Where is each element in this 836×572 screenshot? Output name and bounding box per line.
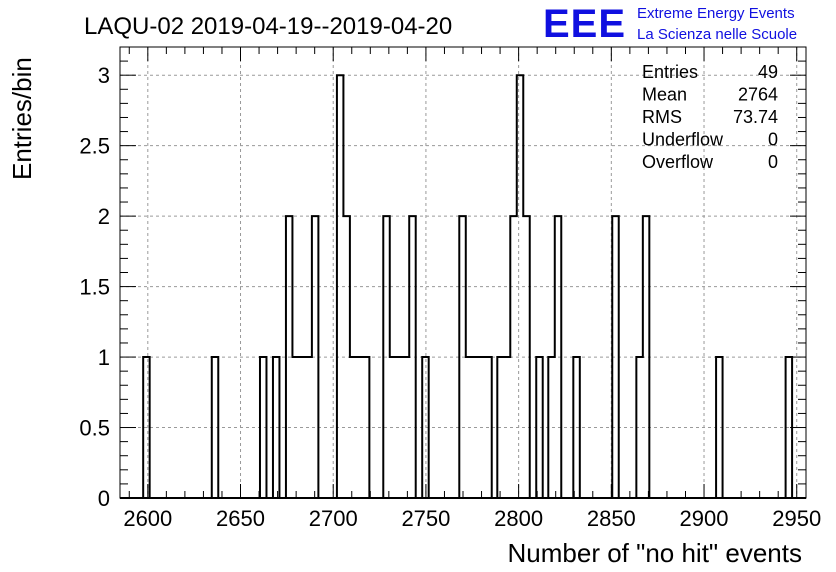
histogram-bin <box>260 357 266 498</box>
histogram-bin <box>292 357 298 498</box>
histogram-bin <box>485 357 491 498</box>
histogram-bin <box>273 357 279 498</box>
histogram-bin <box>299 357 305 498</box>
x-tick-label: 2800 <box>494 506 543 531</box>
grid-lines <box>120 47 806 498</box>
histogram-bin <box>383 216 389 498</box>
histogram-bin <box>716 357 722 498</box>
x-tick-label: 2750 <box>401 506 450 531</box>
eee-logo: EEE Extreme Energy Events La Scienza nel… <box>543 2 797 46</box>
histogram-bin <box>523 216 529 498</box>
histogram-bin <box>459 216 465 498</box>
y-axis-label: Entries/bin <box>7 57 37 180</box>
y-tick-label: 2 <box>98 204 110 229</box>
histogram-bin <box>555 216 561 498</box>
histogram-bin <box>548 357 554 498</box>
histogram-bin <box>517 75 523 498</box>
statistics-box: Entries 49 Mean 2764 RMS 73.74 Underflow 0 Overf… <box>642 62 778 172</box>
histogram-bin <box>350 357 356 498</box>
histogram-bin <box>472 357 478 498</box>
stats-label: Underflow <box>642 130 724 150</box>
histogram-bin <box>363 357 369 498</box>
stats-value: 2764 <box>738 85 778 105</box>
histogram-bin <box>536 357 542 498</box>
stats-value: 0 <box>768 152 778 172</box>
histogram-bin <box>212 357 218 498</box>
histogram-outline <box>120 74 806 499</box>
histogram-bin <box>305 357 311 498</box>
stats-value: 73.74 <box>733 107 778 127</box>
y-tick-label: 2.5 <box>79 134 110 159</box>
histogram-bin <box>343 216 349 498</box>
chart-title: LAQU-02 2019-04-19--2019-04-20 <box>84 13 452 40</box>
logo-line-2: La Scienza nelle Scuole <box>637 26 797 43</box>
histogram-bin <box>390 357 396 498</box>
y-tick-label: 1.5 <box>79 275 110 300</box>
histogram-bin <box>286 216 292 498</box>
histogram-bin <box>573 357 579 498</box>
x-tick-label: 2600 <box>123 506 172 531</box>
histogram-bin <box>337 75 343 498</box>
stats-label: Mean <box>642 85 687 105</box>
stats-value: 0 <box>768 130 778 150</box>
histogram-bin <box>636 357 642 498</box>
histogram-bin <box>504 357 510 498</box>
y-axis: 0 0.5 1 1.5 2 2.5 3 <box>79 46 806 511</box>
histogram-bin <box>466 357 472 498</box>
logo-mark: EEE <box>543 2 626 46</box>
histogram-bin <box>403 357 409 498</box>
y-tick-label: 3 <box>98 63 110 88</box>
stats-label: Entries <box>642 62 698 82</box>
histogram-bin <box>479 357 485 498</box>
x-tick-label: 2900 <box>680 506 729 531</box>
histogram-bin <box>312 216 318 498</box>
y-tick-label: 1 <box>98 345 110 370</box>
x-tick-label: 2950 <box>772 506 821 531</box>
histogram-bin <box>612 216 618 498</box>
histogram-bin <box>396 357 402 498</box>
stats-value: 49 <box>758 62 778 82</box>
histogram-bin <box>143 357 149 498</box>
stats-label: RMS <box>642 107 682 127</box>
histogram-bin <box>409 216 415 498</box>
x-tick-label: 2700 <box>309 506 358 531</box>
y-tick-label: 0 <box>98 486 110 511</box>
logo-line-1: Extreme Energy Events <box>637 5 795 22</box>
x-tick-label: 2850 <box>587 506 636 531</box>
histogram-bin <box>422 357 428 498</box>
x-tick-label: 2650 <box>216 506 265 531</box>
x-axis-label: Number of "no hit" events <box>508 538 803 568</box>
stats-label: Overflow <box>642 152 714 172</box>
histogram-bin <box>510 216 516 498</box>
histogram-bin <box>497 357 503 498</box>
histogram-bin <box>356 357 362 498</box>
x-axis: 2600 2650 2700 2750 2800 2850 2900 2950 <box>123 47 821 531</box>
histogram-bin <box>786 357 792 498</box>
y-tick-label: 0.5 <box>79 416 110 441</box>
histogram-bin <box>643 216 649 498</box>
